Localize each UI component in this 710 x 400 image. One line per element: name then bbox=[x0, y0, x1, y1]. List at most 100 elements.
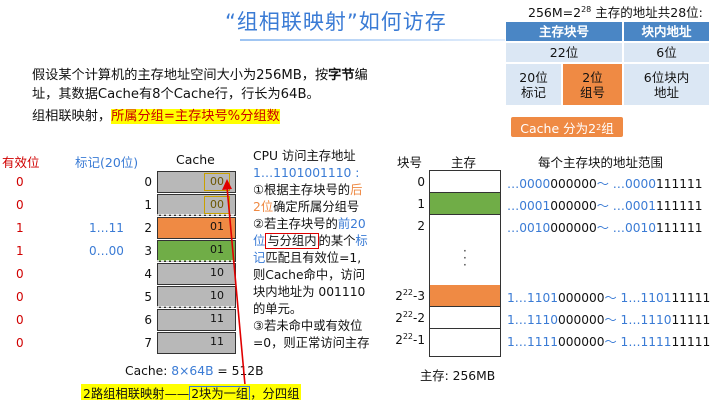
formula-highlight: 所属分组=主存块号%分组数 bbox=[111, 109, 280, 124]
address-range: …0000000000～ …0000111111 bbox=[507, 174, 703, 192]
block-number: 2 bbox=[395, 218, 425, 233]
cache-caption-post: = 512B bbox=[213, 364, 264, 378]
tag-header: 标记(20位) bbox=[75, 155, 139, 170]
cpu-line-6: 位与分组内 的某个标 bbox=[253, 233, 388, 250]
address-part: 111111 bbox=[656, 221, 703, 235]
memory-block bbox=[430, 307, 500, 329]
group-bits: 00 bbox=[204, 196, 230, 214]
address-part: 1…1110 bbox=[507, 313, 558, 327]
cpu-step2-mid: 的某个 bbox=[318, 234, 356, 248]
address-part: …0010 bbox=[507, 221, 551, 235]
cpu-line-5: ②若主存块号的前20 bbox=[253, 216, 388, 233]
block-number-suffix: -2 bbox=[413, 311, 425, 325]
cpu-step1-hl: 后 bbox=[350, 183, 363, 197]
problem-statement: 假设某个计算机的主存地址空间大小为256MB，按字节编 址，其数据Cache有8… bbox=[32, 66, 402, 104]
group-bits: 10 bbox=[210, 266, 224, 279]
cpu-line-4: 2位确定所属分组号 bbox=[253, 199, 388, 216]
cpu-line-3: ①根据主存块号的后 bbox=[253, 182, 388, 199]
valid-bit: 1 bbox=[16, 244, 24, 258]
address-offset-field: 6位块内 地址 bbox=[623, 63, 710, 106]
cpu-line-9: 块内地址为 001110 bbox=[253, 285, 366, 299]
cache-group-separators bbox=[156, 214, 237, 308]
group-bits: 10 bbox=[210, 289, 224, 302]
tag-value: 1…11 bbox=[89, 221, 124, 235]
memory-header: 主存 bbox=[451, 155, 477, 170]
cache-line-index: 4 bbox=[144, 267, 152, 281]
address-title-exp: 28 bbox=[581, 4, 592, 14]
cpu-step1-rest: 确定所属分组号 bbox=[273, 200, 360, 214]
address-part: 111111 bbox=[671, 291, 710, 305]
address-range: …0001000000～ …0001111111 bbox=[507, 196, 703, 214]
intro-bold: 字节 bbox=[328, 68, 355, 83]
address-tag-field: 20位 标记 bbox=[505, 63, 562, 106]
address-part: ～ 1…1111 bbox=[604, 335, 672, 349]
group-bits: 01 bbox=[210, 243, 224, 256]
cache-line bbox=[157, 171, 236, 193]
cpu-step2-bits: 位 bbox=[253, 234, 266, 248]
address-part: …0001 bbox=[507, 199, 551, 213]
formula-prefix: 组相联映射， bbox=[32, 109, 112, 124]
valid-bit: 0 bbox=[16, 175, 24, 189]
memory-block bbox=[430, 171, 500, 193]
address-title-post: 主存的地址共28位: bbox=[591, 5, 703, 20]
address-part: 111111 bbox=[656, 177, 703, 191]
block-number: 222-1 bbox=[395, 332, 425, 347]
cpu-step2-boxed: 与分组内 bbox=[265, 233, 319, 249]
page-title: “组相联映射”如何访存 bbox=[225, 10, 447, 34]
bottom-note: 2路组相联映射—— 2块为一组 ，分四组 bbox=[81, 384, 302, 400]
address-part: 000000 bbox=[557, 313, 605, 327]
cpu-step2-tag2: 记 bbox=[253, 251, 266, 265]
block-number-suffix: -3 bbox=[413, 289, 425, 303]
address-part: 111111 bbox=[656, 199, 703, 213]
address-part: ～ …0010 bbox=[596, 221, 657, 235]
address-part: 1…1101 bbox=[507, 291, 558, 305]
address-part: 000000 bbox=[550, 221, 597, 235]
cache-header: Cache bbox=[176, 152, 215, 167]
address-part: ～ …0001 bbox=[596, 199, 657, 213]
cpu-step2-match: 匹配且有效位=1, bbox=[265, 251, 362, 265]
address-offset-bits: 6位 bbox=[623, 42, 710, 63]
address-part: ～ 1…1110 bbox=[604, 313, 672, 327]
intro-line2: 址，其数据Cache有8个Cache行，行长为64B。 bbox=[32, 87, 320, 102]
block-number-exp: 22 bbox=[402, 310, 414, 319]
memory-block bbox=[430, 215, 500, 237]
block-number-exp: 22 bbox=[402, 288, 414, 297]
bottom-note-pre: 2路组相联映射—— bbox=[83, 387, 190, 400]
block-number-base: 2 bbox=[395, 289, 403, 303]
valid-bit: 0 bbox=[16, 267, 24, 281]
cache-tag-post: 组 bbox=[601, 120, 614, 136]
block-number-base: 1 bbox=[417, 197, 425, 211]
address-part: 1…1111 bbox=[507, 335, 558, 349]
address-part: 000000 bbox=[557, 291, 605, 305]
valid-bit: 0 bbox=[16, 198, 24, 212]
bottom-note-post: ，分四组 bbox=[250, 387, 300, 400]
memory-block bbox=[430, 285, 500, 307]
intro-line1: 假设某个计算机的主存地址空间大小为256MB，按 bbox=[32, 68, 329, 83]
block-number-base: 2 bbox=[417, 219, 425, 233]
block-number-exp: 22 bbox=[402, 332, 414, 341]
main-memory bbox=[429, 170, 501, 357]
cpu-step2-hl: 前20 bbox=[337, 217, 366, 231]
cache-tag-pre: Cache 分为2 bbox=[520, 120, 597, 136]
cpu-step1-bits: 2位 bbox=[253, 200, 274, 214]
valid-bit-header: 有效位 bbox=[2, 155, 40, 170]
cache-group-tag: Cache 分为2 2 组 bbox=[511, 117, 623, 137]
address-title-pre: 256M=2 bbox=[528, 5, 582, 20]
address-range: 1…1110000000～ 1…1110111111 bbox=[507, 310, 710, 328]
cache-line bbox=[157, 332, 236, 354]
cache-line-index: 7 bbox=[144, 336, 152, 350]
address-range: 1…1101000000～ 1…1101111111 bbox=[507, 288, 710, 306]
address-part: 000000 bbox=[557, 335, 605, 349]
cpu-line-12: =0，则正常访问主存 bbox=[253, 336, 370, 350]
address-range: 1…1111000000～ 1…1111111111 bbox=[507, 332, 710, 350]
cache-line-index: 2 bbox=[144, 221, 152, 235]
block-number-base: 2 bbox=[395, 333, 403, 347]
cache-line-index: 0 bbox=[144, 175, 152, 189]
memory-ellipsis: · · · bbox=[463, 244, 467, 272]
memory-block bbox=[430, 193, 500, 215]
address-part: …0000 bbox=[507, 177, 551, 191]
address-header-offset: 块内地址 bbox=[623, 21, 710, 42]
cache-line bbox=[157, 309, 236, 331]
address-part: 111111 bbox=[671, 335, 710, 349]
block-number: 0 bbox=[395, 174, 425, 189]
